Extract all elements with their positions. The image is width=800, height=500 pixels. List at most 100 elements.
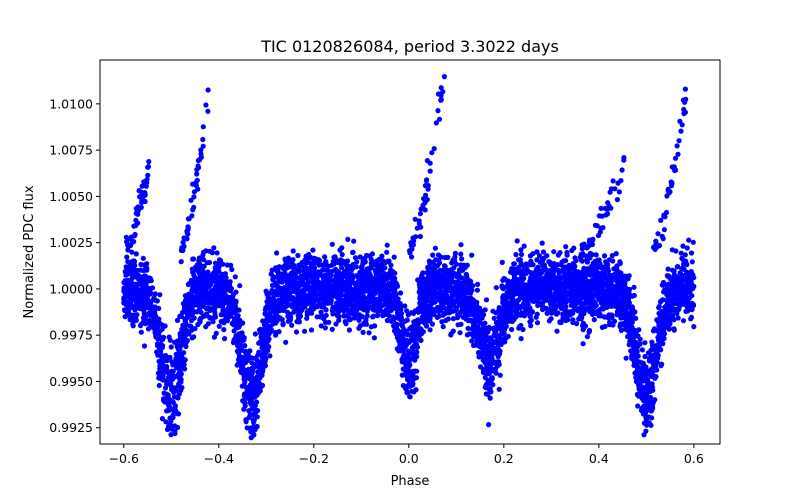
data-point: [407, 356, 413, 362]
data-point: [131, 258, 138, 264]
data-point: [424, 291, 430, 297]
data-point: [608, 292, 614, 298]
data-point: [588, 269, 594, 275]
data-point: [591, 317, 597, 323]
data-point: [133, 314, 139, 321]
data-point: [268, 271, 274, 277]
data-point: [590, 260, 596, 266]
data-point: [341, 304, 347, 310]
data-point: [318, 309, 324, 315]
data-point: [343, 321, 349, 327]
data-point: [382, 301, 388, 307]
data-point: [318, 323, 324, 329]
data-point: [260, 318, 266, 324]
data-point: [224, 262, 230, 268]
data-point: [680, 243, 686, 249]
data-point: [344, 274, 350, 280]
data-point: [523, 261, 529, 267]
data-point: [576, 273, 582, 279]
data-point: [271, 292, 277, 298]
data-point: [299, 307, 305, 313]
data-point: [540, 249, 547, 255]
data-point: [610, 258, 616, 264]
data-point: [537, 283, 543, 289]
data-point: [152, 309, 158, 315]
data-point: [514, 238, 520, 244]
data-point: [222, 271, 228, 277]
data-point: [408, 310, 415, 316]
data-point: [493, 285, 499, 291]
data-point: [195, 321, 201, 328]
data-point: [411, 389, 417, 395]
data-point: [380, 313, 386, 319]
data-point: [274, 250, 280, 256]
data-point: [157, 341, 163, 347]
data-point: [289, 301, 295, 307]
data-point: [617, 322, 623, 328]
data-point: [542, 266, 549, 272]
data-point: [636, 327, 642, 333]
data-point: [288, 273, 294, 279]
data-point: [614, 312, 620, 318]
data-point: [191, 256, 197, 262]
data-point: [221, 327, 227, 333]
data-point: [455, 280, 461, 286]
data-point: [329, 326, 335, 332]
data-point: [470, 330, 476, 337]
data-point: [609, 253, 615, 259]
data-point: [648, 422, 654, 428]
data-point: [163, 419, 169, 425]
data-point: [469, 338, 475, 344]
data-point: [240, 398, 246, 404]
data-point: [462, 309, 468, 316]
data-point: [381, 275, 387, 281]
data-point: [143, 277, 149, 283]
data-point: [519, 292, 525, 298]
data-point: [164, 426, 171, 433]
data-point: [252, 427, 258, 433]
data-point: [346, 317, 352, 323]
data-point: [639, 360, 645, 366]
data-point: [327, 289, 333, 295]
data-point: [219, 285, 225, 291]
data-point: [207, 280, 214, 286]
data-point: [595, 308, 601, 314]
data-point: [448, 275, 454, 281]
data-point: [519, 310, 525, 316]
data-point: [648, 367, 654, 373]
data-point: [654, 350, 660, 357]
data-point: [557, 276, 564, 282]
data-point: [250, 378, 257, 384]
data-point: [530, 283, 536, 289]
data-point: [209, 288, 215, 294]
data-point: [587, 285, 593, 291]
data-point: [277, 316, 284, 322]
data-point: [594, 276, 600, 282]
data-point: [322, 325, 328, 331]
data-point: [623, 355, 629, 361]
data-point: [528, 323, 534, 329]
data-point: [244, 369, 250, 376]
data-point: [374, 302, 380, 308]
data-point: [237, 346, 243, 353]
data-point: [161, 334, 167, 340]
data-point: [391, 254, 397, 260]
data-point: [133, 289, 139, 295]
data-point: [138, 261, 144, 268]
data-point: [249, 360, 255, 366]
data-point: [488, 378, 494, 384]
data-point: [572, 255, 578, 261]
data-point: [499, 259, 505, 265]
data-point: [290, 295, 296, 301]
data-point: [197, 316, 203, 323]
data-point: [598, 313, 604, 319]
data-point: [339, 265, 345, 271]
data-point: [486, 326, 493, 332]
data-point: [287, 281, 293, 288]
data-point: [583, 289, 590, 295]
data-point: [130, 274, 136, 280]
data-point: [217, 257, 223, 263]
data-point: [670, 307, 676, 313]
data-point: [490, 308, 496, 314]
data-point: [659, 297, 665, 303]
